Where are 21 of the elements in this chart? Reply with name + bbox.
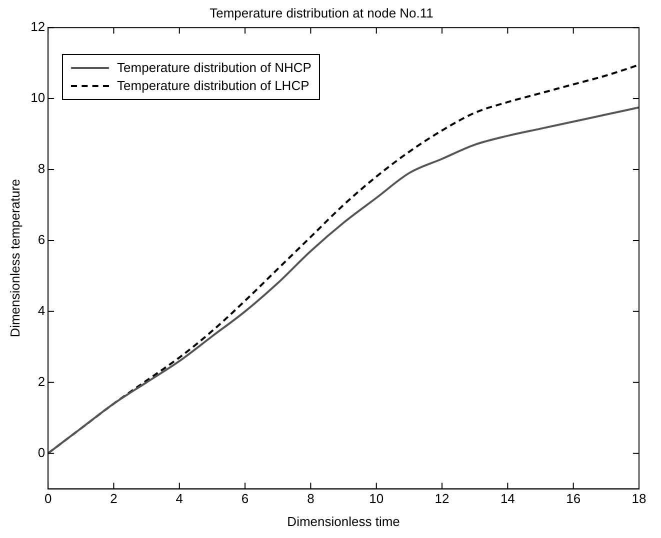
x-tick-label: 2 — [110, 491, 118, 506]
x-axis-title: Dimensionless time — [287, 514, 400, 529]
y-tick-label: 10 — [30, 90, 46, 106]
x-tick-label: 8 — [307, 491, 314, 506]
x-tick-label: 12 — [434, 491, 450, 506]
y-axis-title: Dimensionless temperature — [7, 179, 22, 338]
x-tick-label: 10 — [369, 491, 384, 506]
chart-title: Temperature distribution at node No.11 — [210, 5, 434, 20]
x-tick-label: 14 — [500, 491, 515, 506]
legend-label: Temperature distribution of LHCP — [117, 76, 310, 95]
y-tick-label: 2 — [38, 374, 46, 389]
legend-label: Temperature distribution of NHCP — [117, 58, 312, 77]
x-tick-label: 16 — [566, 491, 581, 506]
x-tick-label: 6 — [241, 491, 249, 506]
y-tick-label: 12 — [30, 19, 46, 34]
x-tick-label: 4 — [176, 491, 183, 506]
y-tick-label: 0 — [38, 444, 46, 460]
x-tick-label: 18 — [632, 491, 646, 506]
y-tick-label: 4 — [38, 302, 46, 318]
y-tick-label: 6 — [38, 232, 46, 248]
y-tick-label: 8 — [38, 161, 46, 176]
